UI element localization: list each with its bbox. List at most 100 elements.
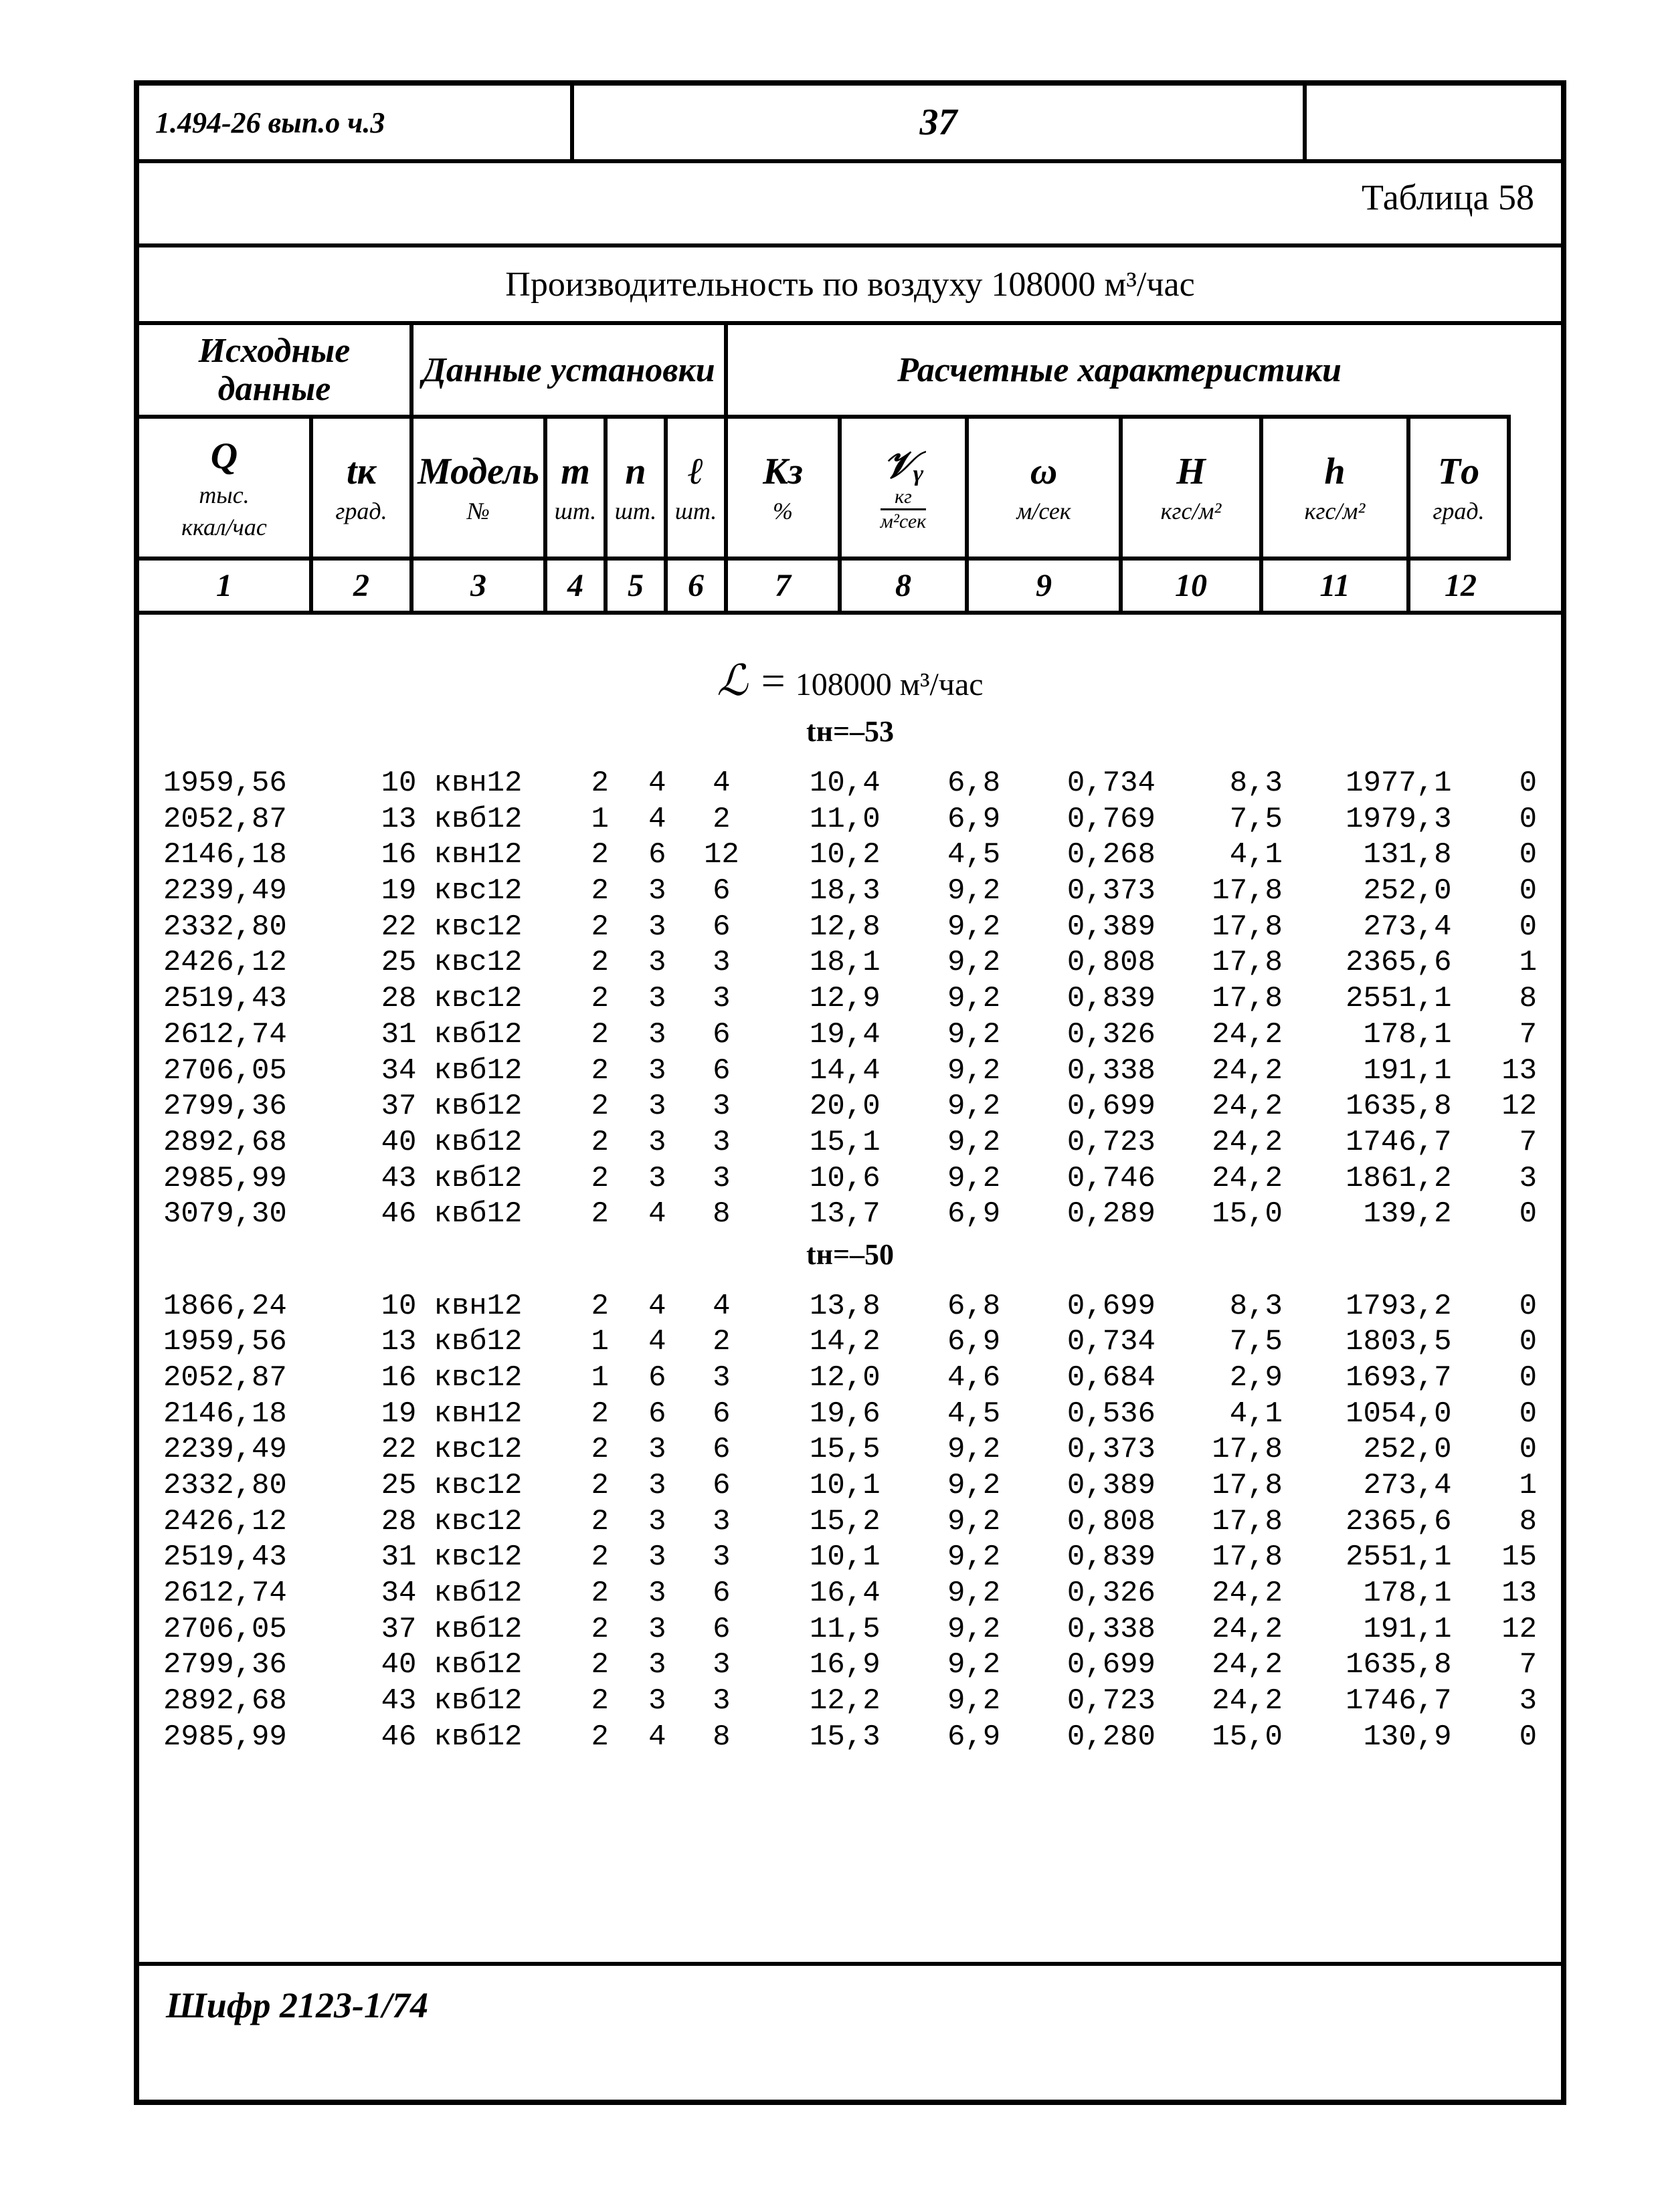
column-symbol: Tо — [1438, 450, 1479, 493]
column-number-12: 12 — [1410, 557, 1511, 611]
cell: 17,8 — [1160, 1432, 1287, 1468]
cell: 0,289 — [1004, 1197, 1160, 1233]
cell: 178,1 — [1287, 1017, 1456, 1053]
cell: 1861,2 — [1287, 1161, 1456, 1197]
cell: 0,769 — [1004, 802, 1160, 838]
column-unit-bottom: шт. — [555, 498, 597, 525]
cell: 2 — [571, 1576, 629, 1612]
cell: 0 — [1456, 1432, 1541, 1468]
table-row: 2892,6840квб1223315,19,20,72324,21746,77 — [159, 1125, 1541, 1161]
cell: 2892,68 — [159, 1125, 335, 1161]
cell: 0,338 — [1004, 1053, 1160, 1090]
cell: 0,699 — [1004, 1089, 1160, 1125]
cell: квб12 — [420, 1612, 571, 1648]
cell: 3 — [686, 1361, 757, 1397]
cell: 15,3 — [757, 1720, 885, 1756]
cell: 10,1 — [757, 1540, 885, 1576]
cell: 3 — [629, 1161, 686, 1197]
cell: 9,2 — [885, 1432, 1005, 1468]
column-header-10: Hкгс/м² — [1123, 415, 1263, 557]
cell: 24,2 — [1160, 1089, 1287, 1125]
cell: 40 — [335, 1647, 420, 1684]
cell: 0,389 — [1004, 910, 1160, 946]
cell: 1959,56 — [159, 1324, 335, 1361]
cell: 0 — [1456, 1397, 1541, 1433]
cell: 12,8 — [757, 910, 885, 946]
column-number-7: 7 — [728, 557, 842, 611]
cell: 2706,05 — [159, 1053, 335, 1090]
column-symbol: tк — [347, 450, 376, 493]
cell: 31 — [335, 1540, 420, 1576]
cell: 6 — [686, 1576, 757, 1612]
cell: 0,389 — [1004, 1468, 1160, 1504]
cell: 2 — [571, 1612, 629, 1648]
column-header-1: Qтыс.ккал/час — [139, 415, 313, 557]
cell: 9,2 — [885, 1161, 1005, 1197]
cell: 12,0 — [757, 1361, 885, 1397]
cell: 0,684 — [1004, 1361, 1160, 1397]
cell: 0,280 — [1004, 1720, 1160, 1756]
cell: квс12 — [420, 981, 571, 1017]
cell: 3 — [686, 1647, 757, 1684]
cell: 3 — [629, 1540, 686, 1576]
cell: 1979,3 — [1287, 802, 1456, 838]
column-symbol: ℓ — [688, 450, 704, 493]
cell: 2 — [571, 1125, 629, 1161]
cell: 3 — [629, 981, 686, 1017]
cell: 4 — [629, 766, 686, 802]
table-row: 2985,9946квб1224815,36,90,28015,0130,90 — [159, 1720, 1541, 1756]
cell: 34 — [335, 1053, 420, 1090]
cell: 1977,1 — [1287, 766, 1456, 802]
cell: 3 — [629, 1612, 686, 1648]
header-right-empty — [1303, 86, 1561, 159]
column-unit-bottom: шт. — [675, 498, 717, 525]
table-row: 2332,8022квс1223612,89,20,38917,8273,40 — [159, 910, 1541, 946]
cell: 3 — [1456, 1684, 1541, 1720]
table-row: 2332,8025квс1223610,19,20,38917,8273,41 — [159, 1468, 1541, 1504]
cell: 9,2 — [885, 1125, 1005, 1161]
cell: 2332,80 — [159, 1468, 335, 1504]
cell: 2239,49 — [159, 874, 335, 910]
table-row: 2052,8713квб1214211,06,90,7697,51979,30 — [159, 802, 1541, 838]
cell: 2519,43 — [159, 981, 335, 1017]
cell: 3 — [686, 1504, 757, 1540]
column-unit-bottom: № — [467, 498, 490, 525]
cell: 6,9 — [885, 1720, 1005, 1756]
cell: 0 — [1456, 874, 1541, 910]
cell: 10,1 — [757, 1468, 885, 1504]
column-unit-fraction: кгм²сек — [881, 487, 926, 532]
cell: 0,373 — [1004, 874, 1160, 910]
cell: 6 — [629, 837, 686, 874]
cell: квб12 — [420, 1053, 571, 1090]
cell: 0,734 — [1004, 766, 1160, 802]
cell: 4 — [629, 1197, 686, 1233]
column-number-8: 8 — [842, 557, 969, 611]
cell: 0,723 — [1004, 1125, 1160, 1161]
column-symbol: Модель — [418, 450, 539, 493]
cell: 9,2 — [885, 1576, 1005, 1612]
cell: 3 — [686, 945, 757, 981]
cell: 9,2 — [885, 1612, 1005, 1648]
column-header-7: Кз% — [728, 415, 842, 557]
column-header-5: nшт. — [608, 415, 668, 557]
cell: 1 — [1456, 1468, 1541, 1504]
cell: 2 — [571, 1468, 629, 1504]
cell: 13 — [1456, 1053, 1541, 1090]
cell: 4 — [686, 766, 757, 802]
table-row: 2426,1228квс1223315,29,20,80817,82365,68 — [159, 1504, 1541, 1540]
cell: 0,326 — [1004, 1017, 1160, 1053]
cell: 10 — [335, 766, 420, 802]
cell: 2,9 — [1160, 1361, 1287, 1397]
cell: 0 — [1456, 1720, 1541, 1756]
cell: 9,2 — [885, 1053, 1005, 1090]
cell: 16 — [335, 1361, 420, 1397]
cell: 7,5 — [1160, 1324, 1287, 1361]
column-header-12: Tоград. — [1410, 415, 1511, 557]
cell: 3 — [629, 1468, 686, 1504]
cell: 6,8 — [885, 1289, 1005, 1325]
column-unit-bottom: град. — [335, 498, 387, 525]
cell: 1 — [1456, 945, 1541, 981]
cell: 0 — [1456, 910, 1541, 946]
cell: 273,4 — [1287, 910, 1456, 946]
cell: 9,2 — [885, 1647, 1005, 1684]
